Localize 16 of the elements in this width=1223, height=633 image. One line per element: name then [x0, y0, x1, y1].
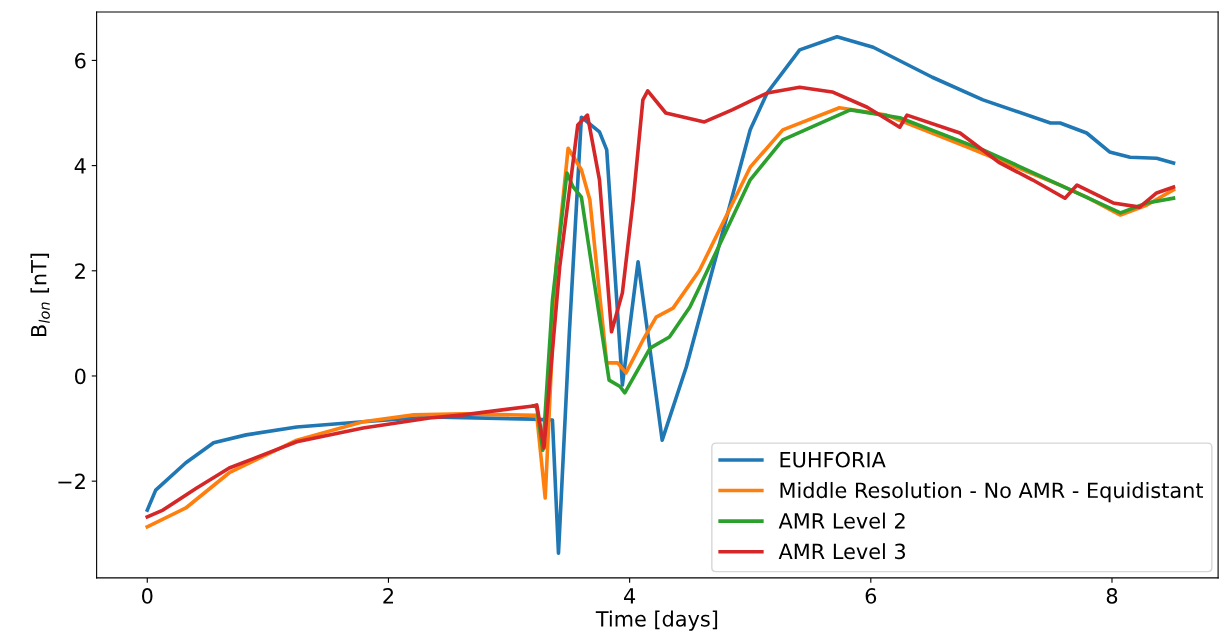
legend-label: AMR Level 3: [778, 543, 906, 560]
y-tick-label: 0: [75, 368, 86, 385]
y-tick-label: −2: [58, 473, 85, 490]
y-tick-label: 4: [74, 158, 86, 174]
x-tick-label: 8: [1106, 588, 1118, 604]
x-tick-label: 0: [142, 588, 153, 604]
y-tick-label: 2: [75, 263, 85, 279]
x-tick-label: 2: [383, 588, 393, 604]
y-tick-label: 6: [75, 52, 86, 69]
x-tick-label: 6: [865, 588, 877, 604]
y-axis-title: B$_{lon}$ [nT]: [30, 253, 50, 337]
legend-label: AMR Level 2: [778, 512, 905, 529]
x-tick-label: 4: [624, 588, 636, 604]
legend-label: EUHFORIA: [780, 451, 886, 468]
x-axis-title: Time [days]: [595, 610, 718, 631]
legend-label: Middle Resolution - No AMR - Equidistant: [780, 482, 1204, 503]
